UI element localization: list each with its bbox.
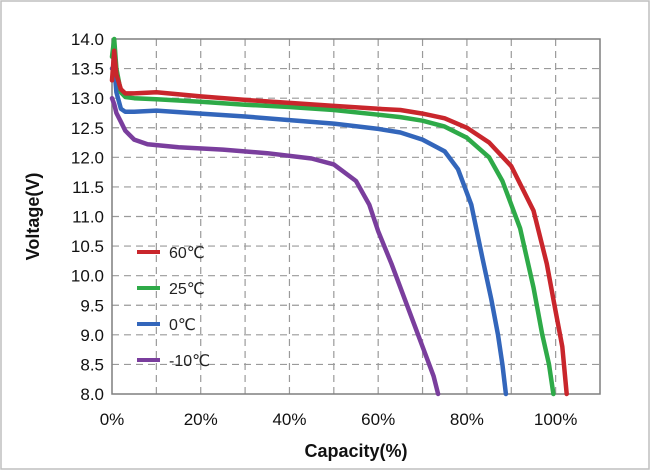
y-tick-label: 12.0 — [71, 148, 104, 167]
y-tick-label: 10.0 — [71, 267, 104, 286]
x-tick-label: 80% — [450, 410, 484, 429]
legend-label-25c: 25℃ — [169, 281, 205, 298]
x-tick-label: 100% — [534, 410, 577, 429]
series-line — [109, 63, 509, 397]
x-tick-label: 0% — [100, 410, 125, 429]
x-tick-label: 20% — [184, 410, 218, 429]
y-tick-label: 11.5 — [72, 178, 104, 197]
y-tick-label: 8.0 — [80, 385, 104, 404]
legend-label-60c: 60℃ — [169, 245, 205, 262]
legend-label-minus-10c: -10℃ — [169, 353, 210, 370]
y-tick-label: 9.0 — [80, 326, 104, 345]
x-tick-label: 40% — [272, 410, 306, 429]
tick-labels: 8.0 8.5 9.0 9.5 10.0 10.5 11.0 11.5 12.0 12.5 13.0… — [71, 30, 577, 429]
series-line — [109, 95, 441, 397]
series-line — [109, 36, 556, 397]
legend-label-0c: 0℃ — [169, 317, 196, 334]
series-lines — [109, 36, 569, 397]
y-tick-label: 10.5 — [71, 237, 104, 256]
y-tick-label: 14.0 — [71, 30, 104, 49]
y-tick-label: 9.5 — [80, 296, 104, 315]
x-tick-label: 60% — [361, 410, 395, 429]
y-tick-label: 13.5 — [71, 60, 104, 79]
x-axis-title: Capacity(%) — [304, 441, 407, 461]
y-axis-title: Voltage(V) — [23, 173, 43, 261]
y-tick-label: 8.5 — [80, 355, 104, 374]
legend: 60℃ 25℃ 0℃ -10℃ — [137, 245, 210, 370]
grid-lines — [112, 39, 600, 394]
y-tick-label: 11.0 — [72, 208, 104, 227]
y-tick-label: 12.5 — [71, 119, 104, 138]
y-tick-label: 13.0 — [71, 89, 104, 108]
series-line — [109, 48, 569, 397]
plot-area-border — [111, 38, 601, 395]
